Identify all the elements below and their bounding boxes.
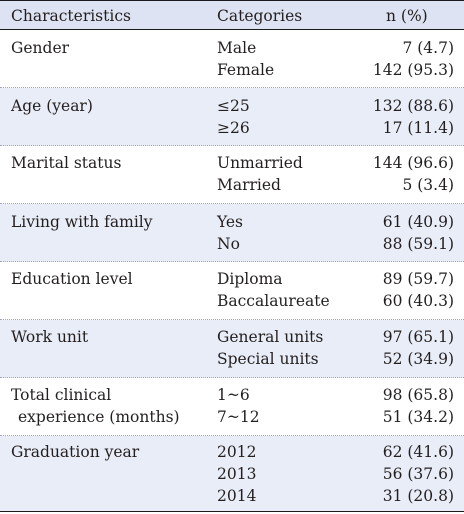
group-gender: Gender Male 7 (4.7) Female 142 (95.3)	[0, 30, 464, 88]
count-cell: 60 (40.3)	[382, 292, 454, 310]
count-cell: 142 (95.3)	[372, 61, 454, 79]
group-living-with-family: Living with family Yes 61 (40.9) No 88 (…	[0, 204, 464, 262]
group-work-unit: Work unit General units 97 (65.1) Specia…	[0, 320, 464, 378]
category-cell: Diploma	[217, 270, 283, 288]
category-cell: General units	[217, 328, 324, 346]
header-categories: Categories	[217, 7, 303, 25]
group-label: Work unit	[11, 328, 89, 346]
category-cell: Female	[217, 61, 275, 79]
count-cell: 52 (34.9)	[382, 350, 454, 368]
group-label-continued: experience (months)	[18, 408, 180, 426]
group-label: Graduation year	[11, 443, 140, 461]
group-label: Gender	[11, 39, 70, 57]
group-graduation-year: Graduation year 2012 62 (41.6) 2013 56 (…	[0, 436, 464, 512]
category-cell: Married	[217, 176, 281, 194]
group-label: Living with family	[11, 213, 153, 231]
header-characteristics: Characteristics	[11, 7, 131, 25]
count-cell: 62 (41.6)	[382, 443, 454, 461]
count-cell: 89 (59.7)	[382, 270, 454, 288]
count-cell: 132 (88.6)	[372, 97, 454, 115]
count-cell: 31 (20.8)	[382, 487, 454, 505]
group-age: Age (year) ≤25 132 (88.6) ≥26 17 (11.4)	[0, 88, 464, 146]
count-cell: 7 (4.7)	[402, 39, 454, 57]
category-cell: 2013	[217, 465, 257, 483]
table-header-row: Characteristics Categories n (%)	[0, 0, 464, 30]
group-label: Age (year)	[11, 97, 93, 115]
group-clinical-experience: Total clinical experience (months) 1~6 9…	[0, 378, 464, 436]
group-marital-status: Marital status Unmarried 144 (96.6) Marr…	[0, 146, 464, 204]
count-cell: 98 (65.8)	[382, 386, 454, 404]
category-cell: 2012	[217, 443, 257, 461]
category-cell: 2014	[217, 487, 257, 505]
count-cell: 97 (65.1)	[382, 328, 454, 346]
count-cell: 5 (3.4)	[402, 176, 454, 194]
group-label: Marital status	[11, 154, 122, 172]
category-cell: ≥26	[217, 119, 250, 137]
count-cell: 17 (11.4)	[382, 119, 454, 137]
category-cell: No	[217, 235, 240, 253]
group-label: Education level	[11, 270, 133, 288]
category-cell: Male	[217, 39, 257, 57]
count-cell: 88 (59.1)	[382, 235, 454, 253]
group-label: Total clinical	[11, 386, 112, 404]
group-education-level: Education level Diploma 89 (59.7) Baccal…	[0, 262, 464, 320]
category-cell: Baccalaureate	[217, 292, 330, 310]
category-cell: ≤25	[217, 97, 250, 115]
count-cell: 144 (96.6)	[372, 154, 454, 172]
category-cell: 1~6	[217, 386, 250, 404]
count-cell: 56 (37.6)	[382, 465, 454, 483]
category-cell: Unmarried	[217, 154, 303, 172]
header-n-percent: n (%)	[386, 7, 428, 25]
category-cell: Special units	[217, 350, 319, 368]
count-cell: 51 (34.2)	[382, 408, 454, 426]
count-cell: 61 (40.9)	[382, 213, 454, 231]
category-cell: 7~12	[217, 408, 260, 426]
category-cell: Yes	[217, 213, 244, 231]
